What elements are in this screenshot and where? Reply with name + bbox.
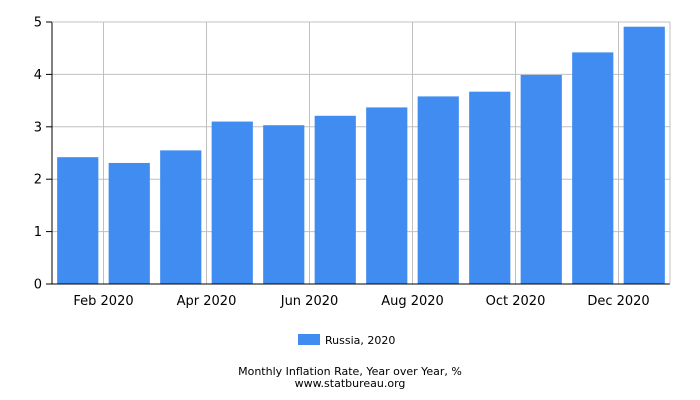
bar xyxy=(160,150,202,284)
vertical-gridlines xyxy=(103,22,619,284)
bar xyxy=(108,162,150,284)
x-tick-label: Aug 2020 xyxy=(381,294,444,309)
bar xyxy=(57,157,99,284)
x-tick-label: Dec 2020 xyxy=(587,294,649,309)
bar xyxy=(572,52,614,284)
legend-label: Russia, 2020 xyxy=(325,334,395,347)
bar xyxy=(263,125,305,284)
bar xyxy=(366,107,408,284)
bar xyxy=(314,115,356,285)
x-tick-label: Oct 2020 xyxy=(486,294,546,309)
bar xyxy=(623,26,665,284)
y-tick-label: 2 xyxy=(34,173,42,188)
axes xyxy=(46,21,671,285)
y-tick-label: 3 xyxy=(34,120,42,135)
bar xyxy=(469,91,511,284)
legend-swatch xyxy=(298,334,320,345)
legend: Russia, 2020 xyxy=(298,334,395,347)
y-tick-label: 0 xyxy=(34,278,42,293)
x-tick-label: Feb 2020 xyxy=(73,294,133,309)
chart-title: Monthly Inflation Rate, Year over Year, … xyxy=(238,365,462,378)
y-tick-label: 1 xyxy=(34,225,42,240)
plot-area xyxy=(52,22,670,284)
y-tick-label: 5 xyxy=(34,16,42,31)
x-tick-label: Apr 2020 xyxy=(177,294,237,309)
bar xyxy=(520,74,562,284)
source-url: www.statbureau.org xyxy=(295,377,406,390)
bar xyxy=(211,121,253,284)
y-axis-tick-labels: 0 1 2 3 4 5 xyxy=(34,16,42,293)
bar xyxy=(417,96,459,285)
x-tick-label: Jun 2020 xyxy=(280,294,339,309)
bars xyxy=(57,26,665,285)
y-tick-label: 4 xyxy=(34,68,42,83)
x-axis-tick-labels: Feb 2020 Apr 2020 Jun 2020 Aug 2020 Oct 2020… xyxy=(73,294,649,309)
